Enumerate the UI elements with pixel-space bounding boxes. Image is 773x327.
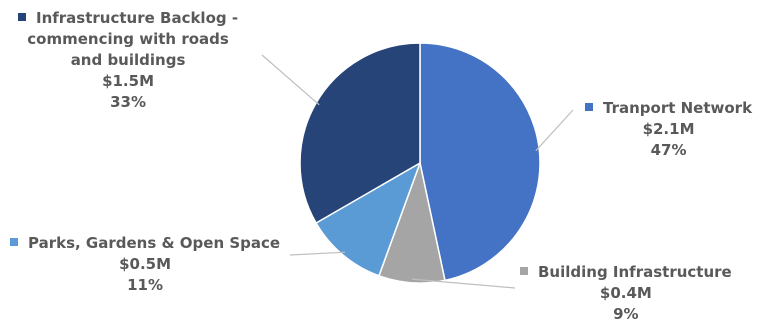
pie-slice-infrastructure-backlog-commencing-with-roads-and-buildings xyxy=(299,42,421,225)
percent-label: 47% xyxy=(650,141,687,159)
data-label-infrastructure-backlog: Infrastructure Backlog - commencing with… xyxy=(18,8,238,113)
category-name-line-1: Infrastructure Backlog - xyxy=(36,9,239,27)
data-label-building-infrastructure: Building Infrastructure $0.4M 9% xyxy=(520,262,732,325)
leader-line-building-infrastructure xyxy=(411,278,516,289)
category-name-line-3: and buildings xyxy=(70,51,186,69)
category-name: Tranport Network xyxy=(603,99,753,117)
legend-swatch-parks-gardens-open-space xyxy=(10,238,18,246)
leader-line-parks-gardens-open-space xyxy=(289,251,346,256)
percent-label: 11% xyxy=(127,276,163,294)
value-label: $2.1M xyxy=(642,120,695,138)
leader-line-tranport-network xyxy=(535,109,574,152)
value-label: $0.5M xyxy=(119,255,172,273)
pie-slice-tranport-network xyxy=(419,42,541,282)
legend-swatch-tranport-network xyxy=(585,103,593,111)
data-label-parks-gardens-open-space: Parks, Gardens & Open Space $0.5M 11% xyxy=(10,233,280,296)
percent-label: 33% xyxy=(110,93,146,111)
legend-swatch-building-infrastructure xyxy=(520,267,528,275)
category-name: Building Infrastructure xyxy=(538,263,732,281)
value-label: $1.5M xyxy=(102,72,154,90)
data-label-tranport-network: Tranport Network $2.1M 47% xyxy=(585,98,752,161)
legend-swatch-infrastructure-backlog xyxy=(18,13,26,21)
percent-label: 9% xyxy=(613,305,639,323)
category-name-line-2: commencing with roads xyxy=(27,30,229,48)
pie-slice-parks-gardens-open-space xyxy=(315,161,422,277)
value-label: $0.4M xyxy=(599,284,652,302)
category-name: Parks, Gardens & Open Space xyxy=(28,234,281,252)
leader-line-infrastructure-backlog-commencing-with-roads-and-buildings xyxy=(261,54,320,106)
